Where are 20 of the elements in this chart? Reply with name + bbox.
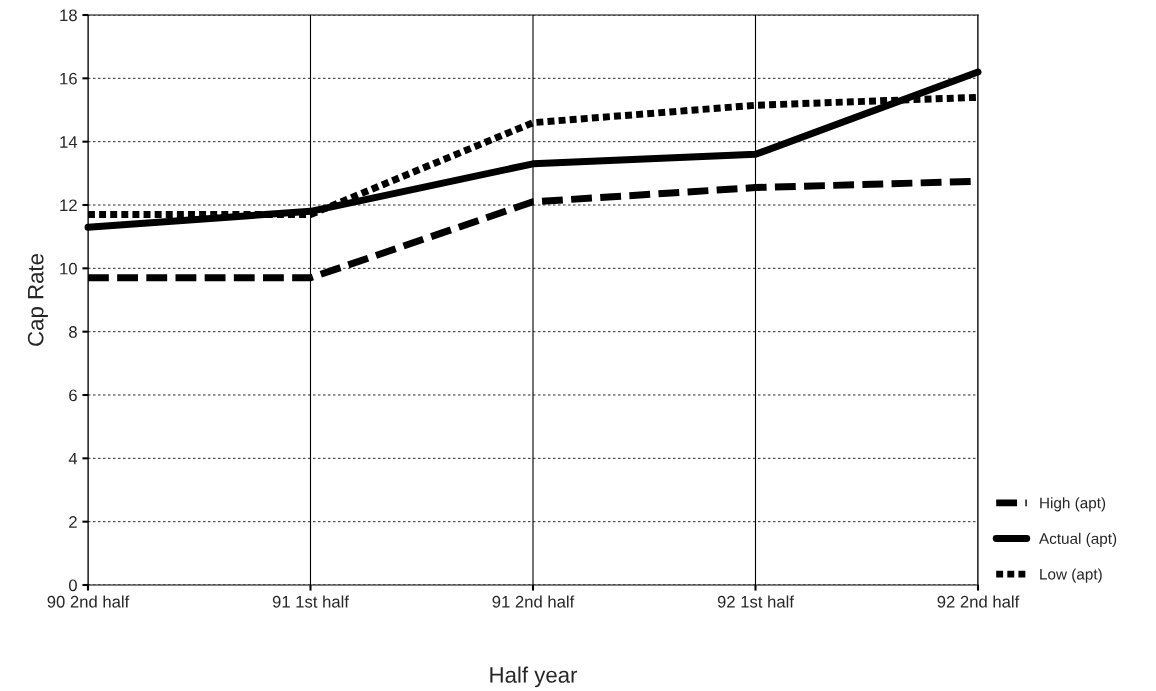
legend-label: High (apt)	[1040, 497, 1106, 512]
x-tick-label: 91 1st half	[272, 595, 349, 608]
y-axis-title: Cap Rate	[27, 254, 48, 346]
y-tick-label: 14	[60, 136, 78, 148]
y-tick-label: 12	[60, 199, 77, 212]
y-tick-label: 0	[68, 579, 77, 592]
x-axis-title: Half year	[490, 666, 578, 688]
y-tick-label: 18	[60, 9, 77, 22]
x-tick-label: 92 2nd half	[937, 595, 1020, 608]
y-tick-label: 6	[69, 389, 77, 402]
y-tick-label: 4	[68, 452, 78, 465]
y-tick-label: 16	[60, 72, 77, 85]
legend-label: Low (apt)	[1040, 568, 1102, 583]
y-tick-label: 2	[69, 516, 77, 528]
legend-label: Actual (apt)	[1039, 532, 1117, 548]
y-tick-label: 10	[60, 262, 77, 275]
x-tick-label: 90 2nd half	[47, 595, 130, 608]
x-tick-label: 91 2nd half	[492, 595, 575, 608]
x-tick-label: 92 1st half	[717, 595, 794, 608]
y-tick-label: 8	[69, 326, 77, 338]
